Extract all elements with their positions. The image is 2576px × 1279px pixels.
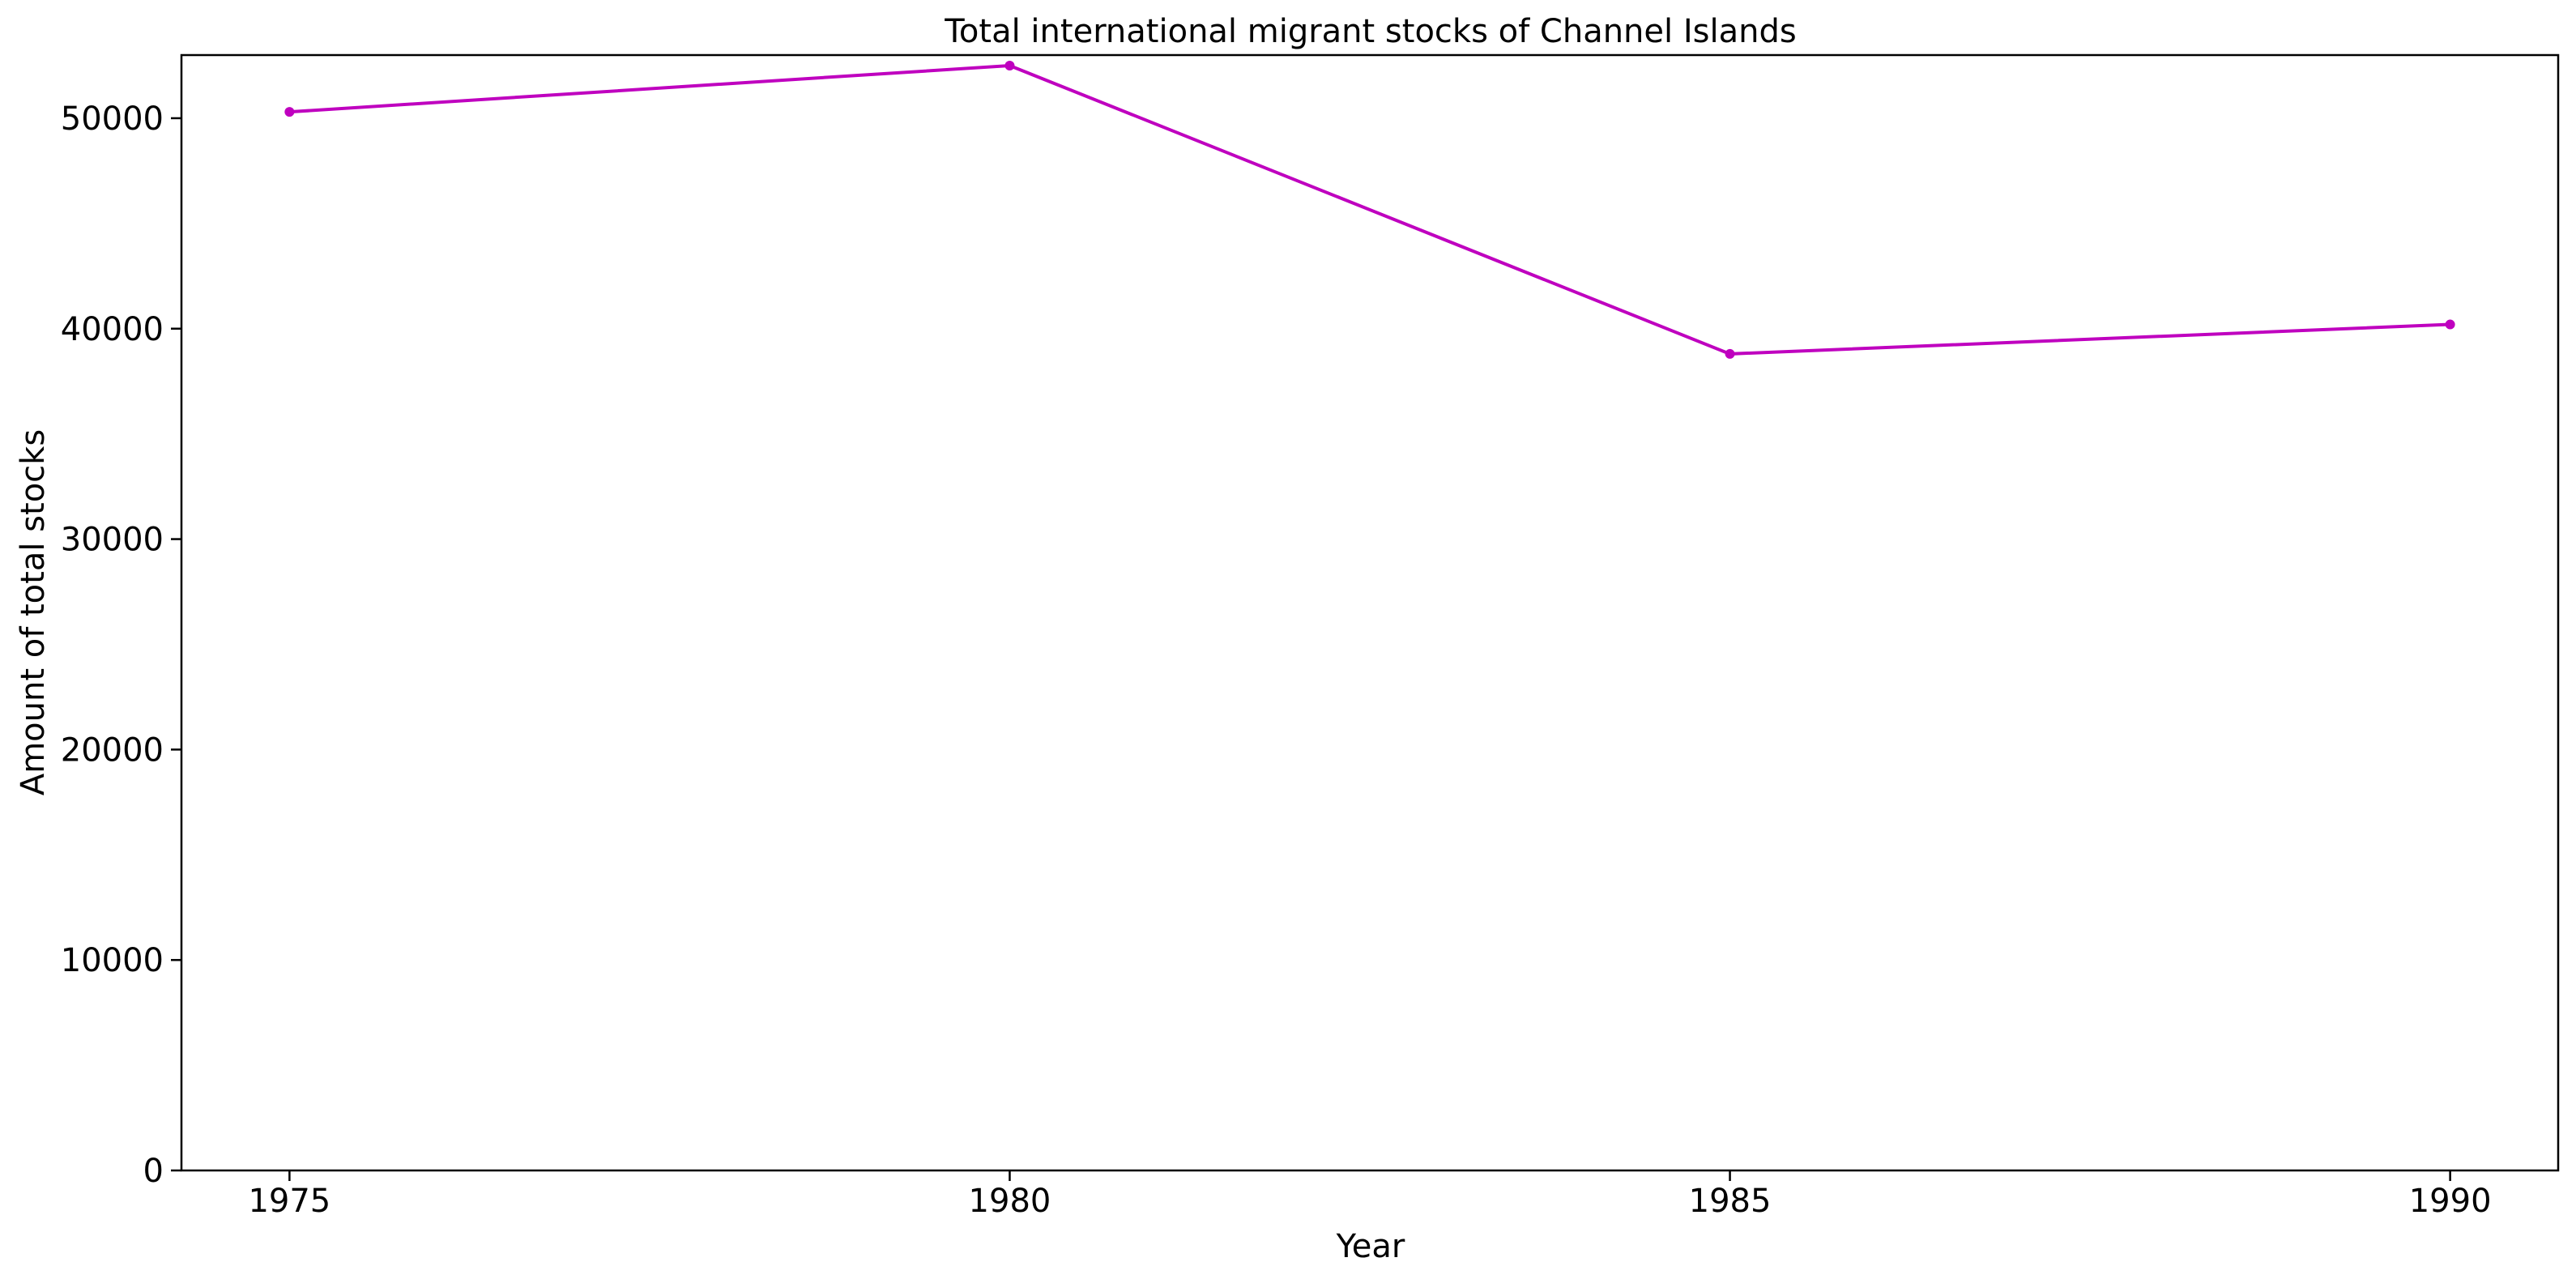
x-tick-label: 1975: [248, 1183, 331, 1220]
series-line: [289, 63, 2450, 356]
y-tick-label: 0: [143, 1153, 164, 1190]
y-tick-label: 50000: [61, 100, 164, 138]
y-axis-ticks: 0 10000 20000 30000 40000 50000: [61, 100, 181, 1190]
series-markers: [284, 60, 2455, 359]
x-axis-ticks: 1975 1980 1985 1990: [248, 1170, 2492, 1220]
data-point: [1725, 348, 1735, 359]
x-axis-label: Year: [1336, 1228, 1405, 1265]
plot-area-frame: [180, 53, 2560, 1172]
y-tick-label: 40000: [61, 311, 164, 348]
data-point: [2445, 319, 2455, 330]
data-point: [284, 107, 295, 117]
y-axis-label: Amount of total stocks: [15, 429, 52, 795]
x-tick-label: 1990: [2409, 1183, 2492, 1220]
chart-title: Total international migrant stocks of Ch…: [944, 13, 1796, 50]
x-tick-label: 1980: [969, 1183, 1051, 1220]
x-tick-label: 1985: [1689, 1183, 1772, 1220]
y-tick-label: 20000: [61, 731, 164, 769]
data-point: [1004, 60, 1015, 70]
y-tick-label: 30000: [61, 522, 164, 559]
y-tick-label: 10000: [61, 942, 164, 979]
